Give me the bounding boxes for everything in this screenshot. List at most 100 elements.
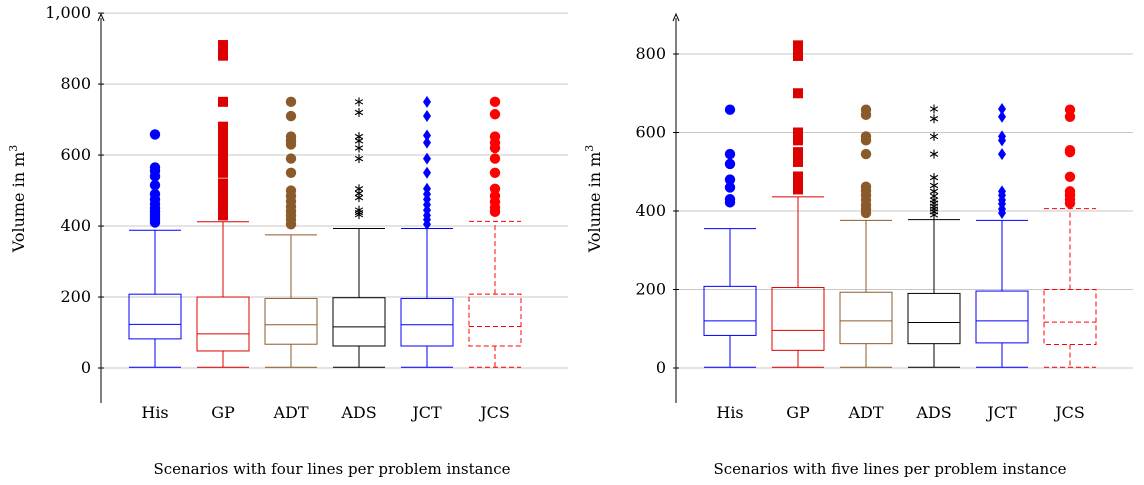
outlier-point <box>489 183 501 194</box>
box-iqr <box>400 297 454 347</box>
y-tick-label: 1,000 <box>45 3 91 22</box>
outlier-point <box>1064 144 1076 156</box>
y-axis-label-superscript: 3 <box>583 145 596 152</box>
box-adt <box>839 104 893 368</box>
outlier-point <box>218 141 228 152</box>
outlier-point <box>793 50 803 61</box>
outlier-point <box>354 184 364 194</box>
outlier-point <box>354 107 364 117</box>
outlier-point <box>149 188 161 200</box>
outlier-point <box>423 129 431 142</box>
outlier-point <box>724 158 736 170</box>
box-iqr <box>332 297 386 347</box>
box-ads <box>332 97 386 368</box>
outlier-point <box>793 147 803 158</box>
outlier-point <box>998 148 1006 161</box>
box-adt <box>264 96 318 368</box>
outlier-point <box>218 160 228 171</box>
box-iqr <box>839 291 893 345</box>
outlier-point <box>929 131 939 141</box>
outlier-point <box>218 40 228 51</box>
outlier-point <box>724 182 736 193</box>
y-tick-label: 0 <box>656 358 666 377</box>
y-axis-label-text: Volume in m <box>9 152 28 254</box>
y-tick-label: 400 <box>635 201 666 220</box>
y-tick-label: 800 <box>635 44 666 63</box>
outlier-point <box>793 171 803 182</box>
outlier-point <box>489 96 501 108</box>
outlier-point <box>354 205 364 215</box>
outlier-point <box>218 167 228 178</box>
outlier-point <box>860 181 872 192</box>
right-boxplot-panel: 0 200 400 600 800 Volume in m3 His GP ADT ADS JCT J… <box>583 12 1133 478</box>
y-axis-label-superscript: 3 <box>7 145 20 152</box>
box-jcs <box>468 96 522 368</box>
box-iqr <box>264 297 318 345</box>
box-jct <box>975 102 1029 368</box>
left-boxplot-panel: 0 200 400 600 800 1,000 Volume in m3 His GP ADT AD… <box>7 3 568 478</box>
outlier-point <box>354 97 364 107</box>
outlier-point <box>218 121 228 132</box>
x-tick-label: GP <box>786 403 810 422</box>
y-axis-arrow <box>672 12 680 22</box>
y-tick-label: 600 <box>635 123 666 142</box>
outlier-point <box>423 110 431 123</box>
outlier-point <box>929 173 939 183</box>
outlier-point <box>860 131 872 142</box>
outlier-point <box>218 150 228 161</box>
outlier-point <box>998 102 1006 115</box>
outlier-point <box>998 130 1006 143</box>
x-tick-label: JCS <box>478 403 510 422</box>
outlier-point <box>285 153 297 164</box>
y-tick-label: 600 <box>60 145 91 164</box>
outlier-point <box>489 153 501 164</box>
outlier-point <box>860 148 872 160</box>
outlier-point <box>285 96 297 108</box>
outlier-point <box>423 136 431 149</box>
x-tick-label: His <box>141 403 168 422</box>
box-iqr <box>196 296 250 352</box>
outlier-point <box>285 131 297 142</box>
outlier-point <box>793 40 803 51</box>
x-tick-label: JCT <box>410 403 442 422</box>
outlier-point <box>929 114 939 124</box>
panel-caption: Scenarios with five lines per problem in… <box>714 460 1067 478</box>
outlier-point <box>998 110 1006 123</box>
box-iqr <box>1043 289 1097 345</box>
outlier-point <box>1064 171 1076 183</box>
y-tick-label: 0 <box>81 358 91 377</box>
outlier-point <box>285 167 297 179</box>
outlier-point <box>929 149 939 159</box>
outlier-point <box>489 167 501 179</box>
outlier-point <box>1064 186 1076 197</box>
outlier-point <box>423 152 431 165</box>
x-tick-label: ADS <box>915 403 951 422</box>
panel-caption: Scenarios with four lines per problem in… <box>153 460 510 478</box>
box-gp <box>196 40 250 368</box>
outlier-point <box>218 96 228 107</box>
outlier-point <box>423 166 431 179</box>
x-tick-label: His <box>716 403 743 422</box>
outlier-point <box>793 156 803 167</box>
x-tick-label: ADS <box>340 403 376 422</box>
box-ads <box>907 104 961 368</box>
outlier-point <box>724 148 736 160</box>
box-iqr <box>975 290 1029 344</box>
box-iqr <box>771 287 825 351</box>
x-tick-label: GP <box>211 403 235 422</box>
y-tick-label: 200 <box>60 287 91 306</box>
outlier-point <box>1064 104 1076 115</box>
x-tick-label: JCS <box>1053 403 1085 422</box>
outlier-point <box>218 128 228 139</box>
outlier-point <box>218 135 228 146</box>
outlier-point <box>489 131 501 142</box>
outlier-point <box>149 162 161 173</box>
box-gp <box>771 40 825 368</box>
y-axis-label: Volume in m3 <box>7 145 28 254</box>
outlier-point <box>354 154 364 164</box>
x-tick-label: JCT <box>985 403 1017 422</box>
outlier-point <box>793 176 803 187</box>
y-tick-label: 200 <box>635 280 666 299</box>
outlier-point <box>489 109 501 120</box>
outlier-point <box>929 180 939 190</box>
